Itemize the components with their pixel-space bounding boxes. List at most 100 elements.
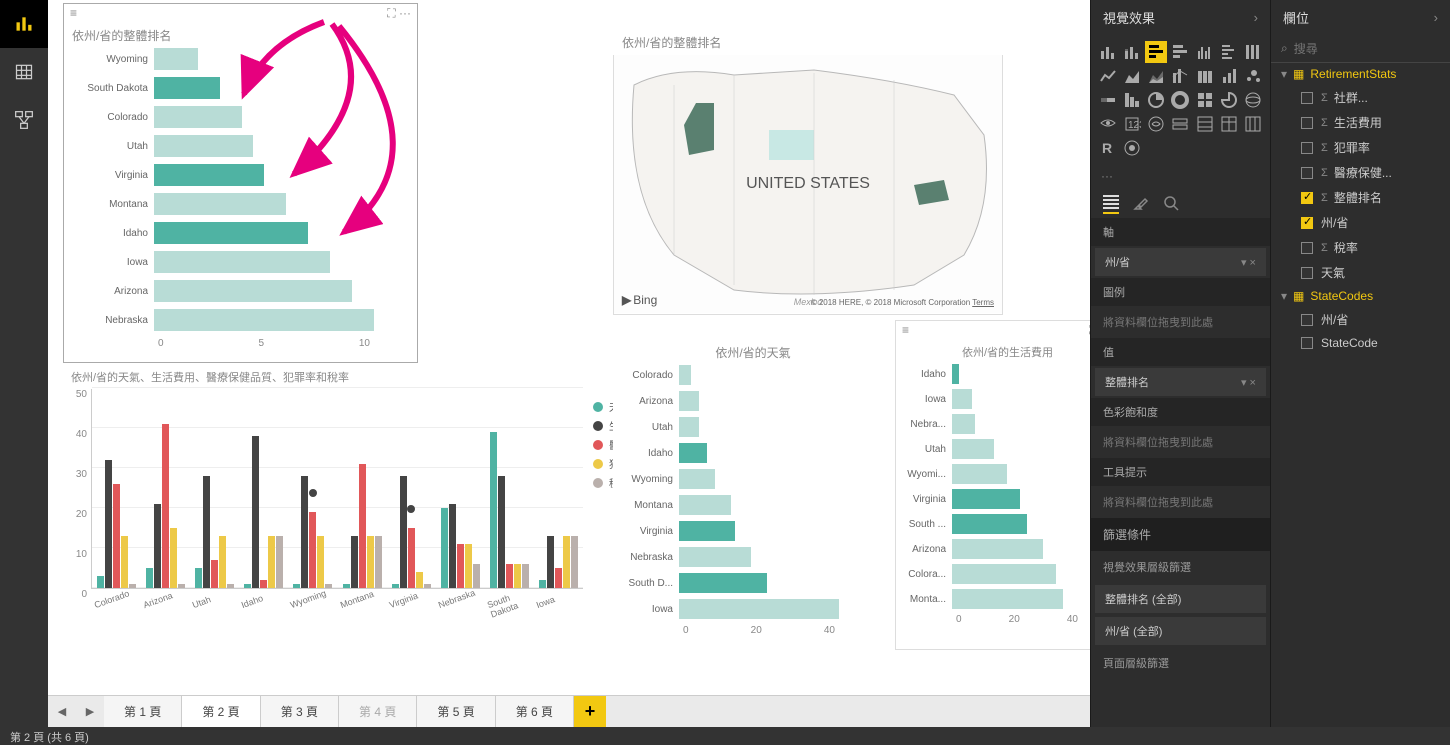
viz-type-icon[interactable] — [1218, 65, 1240, 87]
bar-fill — [154, 504, 161, 588]
field-item[interactable]: Σ整體排名 — [1271, 185, 1450, 210]
table-header[interactable]: ▾▦StateCodes — [1271, 285, 1450, 307]
bar-fill — [465, 544, 472, 588]
legend-drop-hint[interactable]: 將資料欄位拖曳到此處 — [1091, 306, 1270, 338]
nav-data-view[interactable] — [0, 48, 48, 96]
page-tab[interactable]: 第 1 頁 — [104, 696, 182, 727]
map-country-label: UNITED STATES — [746, 175, 870, 193]
bar-label: Iowa — [902, 394, 952, 405]
bar-fill — [952, 414, 975, 434]
field-well-value[interactable]: 整體排名▾ × — [1095, 368, 1266, 396]
viz-type-icon[interactable] — [1242, 65, 1264, 87]
field-checkbox[interactable] — [1301, 167, 1313, 179]
filter-state[interactable]: 州/省 (全部) — [1095, 617, 1266, 645]
viz-type-icon[interactable] — [1097, 89, 1119, 111]
viz-type-icon[interactable] — [1242, 41, 1264, 63]
viz-type-icon[interactable] — [1121, 137, 1143, 159]
field-item[interactable]: Σ醫療保健... — [1271, 160, 1450, 185]
viz-type-icon[interactable] — [1145, 89, 1167, 111]
page-tab[interactable]: 第 6 頁 — [496, 696, 574, 727]
field-checkbox[interactable] — [1301, 337, 1313, 349]
visual-menu-icon[interactable]: ≡ — [70, 6, 77, 21]
field-checkbox[interactable] — [1301, 217, 1313, 229]
viz-type-icon[interactable] — [1169, 89, 1191, 111]
bar-fill — [244, 584, 251, 588]
tab-fields[interactable] — [1103, 195, 1119, 214]
viz-type-icon[interactable] — [1169, 65, 1191, 87]
fields-panel-header[interactable]: 欄位 › — [1271, 0, 1450, 35]
field-item[interactable]: Σ犯罪率 — [1271, 135, 1450, 160]
field-item[interactable]: Σ稅率 — [1271, 235, 1450, 260]
field-checkbox[interactable] — [1301, 192, 1313, 204]
viz-type-icon[interactable] — [1194, 41, 1216, 63]
viz-type-icon[interactable] — [1194, 113, 1216, 135]
visual-rank-bar[interactable]: ≡ ⛶ ··· 依州/省的整體排名 WyomingSouth DakotaCol… — [63, 3, 418, 363]
page-tab[interactable]: 第 3 頁 — [261, 696, 339, 727]
viz-type-icon[interactable]: 123 — [1121, 113, 1143, 135]
viz-type-icon[interactable] — [1145, 41, 1167, 63]
viz-type-icon[interactable] — [1121, 41, 1143, 63]
viz-type-icon[interactable]: R — [1097, 137, 1119, 159]
map-terms-link[interactable]: Terms — [972, 298, 994, 307]
tab-format[interactable] — [1133, 195, 1149, 214]
viz-type-icon[interactable] — [1097, 65, 1119, 87]
nav-report-view[interactable] — [0, 0, 48, 48]
cost-menu-icon[interactable]: ≡ — [902, 323, 909, 338]
viz-type-icon[interactable] — [1218, 41, 1240, 63]
viz-type-icon[interactable] — [1097, 41, 1119, 63]
viz-type-icon[interactable] — [1194, 89, 1216, 111]
visual-grouped-chart[interactable]: 依州/省的天氣、生活費用、醫療保健品質、犯罪率和稅率 50403020100 C… — [63, 365, 683, 645]
viz-type-icon[interactable] — [1242, 113, 1264, 135]
focus-mode-icon[interactable]: ⛶ — [387, 6, 395, 20]
field-item[interactable]: Σ生活費用 — [1271, 110, 1450, 135]
field-item[interactable]: 州/省 — [1271, 210, 1450, 235]
table-header[interactable]: ▾▦RetirementStats — [1271, 63, 1450, 85]
field-checkbox[interactable] — [1301, 267, 1313, 279]
visual-cost-bar[interactable]: ≡ ⛶ ··· 依州/省的生活費用 IdahoIowaNebra...UtahW… — [895, 320, 1090, 650]
viz-type-icon[interactable] — [1242, 89, 1264, 111]
viz-type-icon[interactable] — [1145, 113, 1167, 135]
bar-label: Virginia — [902, 494, 952, 505]
nav-model-view[interactable] — [0, 96, 48, 144]
viz-more-icon[interactable]: ··· — [1091, 165, 1270, 187]
viz-type-icon[interactable] — [1145, 65, 1167, 87]
field-item[interactable]: 州/省 — [1271, 307, 1450, 332]
field-item[interactable]: 天氣 — [1271, 260, 1450, 285]
visual-map[interactable]: 依州/省的整體排名 UNITED STATES ▶Bing © 2018 HER… — [613, 55, 1003, 315]
field-checkbox[interactable] — [1301, 92, 1313, 104]
tooltip-drop-hint[interactable]: 將資料欄位拖曳到此處 — [1091, 486, 1270, 518]
saturation-drop-hint[interactable]: 將資料欄位拖曳到此處 — [1091, 426, 1270, 458]
cost-focus-icon[interactable]: ⛶ — [1089, 323, 1090, 337]
viz-type-icon[interactable] — [1169, 41, 1191, 63]
tab-analytics[interactable] — [1163, 195, 1179, 214]
viz-type-icon[interactable] — [1218, 113, 1240, 135]
page-tab[interactable]: 第 5 頁 — [417, 696, 495, 727]
viz-type-icon[interactable] — [1121, 65, 1143, 87]
bar-fill — [679, 391, 699, 411]
page-prev-button[interactable]: ◀ — [48, 698, 76, 726]
filter-rank[interactable]: 整體排名 (全部) — [1095, 585, 1266, 613]
field-item[interactable]: Σ社群... — [1271, 85, 1450, 110]
viz-type-icon[interactable] — [1097, 113, 1119, 135]
page-tab[interactable]: 第 2 頁 — [182, 696, 260, 727]
field-checkbox[interactable] — [1301, 314, 1313, 326]
bar-fill — [121, 536, 128, 588]
viz-type-icon[interactable] — [1218, 89, 1240, 111]
viz-panel-header[interactable]: 視覺效果 › — [1091, 0, 1270, 35]
field-checkbox[interactable] — [1301, 117, 1313, 129]
viz-type-icon[interactable] — [1194, 65, 1216, 87]
field-well-axis[interactable]: 州/省▾ × — [1095, 248, 1266, 276]
field-checkbox[interactable] — [1301, 142, 1313, 154]
page-tab[interactable]: 第 4 頁 — [339, 696, 417, 727]
viz-type-icon[interactable] — [1169, 113, 1191, 135]
visual-weather-bar[interactable]: 依州/省的天氣 ColoradoArizonaUtahIdahoWyomingM… — [613, 340, 893, 655]
field-item[interactable]: StateCode — [1271, 332, 1450, 354]
viz-type-icon[interactable] — [1121, 89, 1143, 111]
visual-more-icon[interactable]: ··· — [399, 6, 411, 20]
report-canvas[interactable]: ≡ ⛶ ··· 依州/省的整體排名 WyomingSouth DakotaCol… — [48, 0, 1090, 745]
field-checkbox[interactable] — [1301, 242, 1313, 254]
fields-search-input[interactable] — [1294, 42, 1449, 56]
fields-search[interactable]: ⌕ — [1271, 35, 1450, 63]
page-add-button[interactable]: + — [574, 696, 606, 728]
page-next-button[interactable]: ▶ — [76, 698, 104, 726]
